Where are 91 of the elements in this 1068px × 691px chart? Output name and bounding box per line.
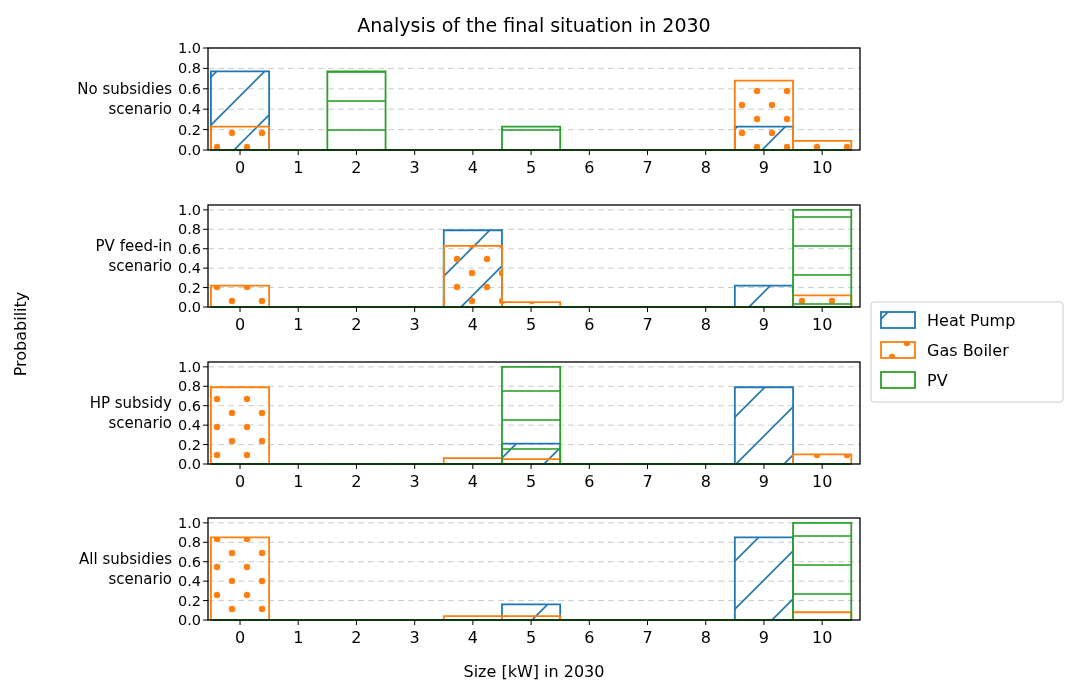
x-tick-label: 4 [467, 315, 478, 334]
x-tick-label: 8 [700, 628, 711, 647]
x-tick-label: 9 [758, 158, 770, 177]
y-tick-label: 0.2 [177, 592, 201, 609]
bar [210, 284, 271, 308]
x-tick-label: 9 [758, 472, 770, 491]
y-tick-label: 0.6 [177, 553, 201, 570]
x-tick-label: 1 [293, 315, 304, 334]
x-tick-label: 5 [526, 158, 537, 177]
x-tick-label: 9 [758, 315, 770, 334]
y-axis-title: All subsidies scenario [79, 550, 173, 588]
y-tick-label: 0.8 [177, 378, 201, 395]
chart-title: Analysis of the final situation in 2030 [357, 14, 711, 36]
bar [792, 208, 853, 308]
x-tick-label: 6 [584, 472, 595, 491]
y-tick-label: 0.6 [177, 80, 201, 97]
x-tick-label: 2 [351, 158, 362, 177]
y-tick-label: 1.0 [177, 514, 201, 531]
x-tick-label: 1 [293, 628, 304, 647]
x-tick-label: 3 [409, 472, 420, 491]
x-tick-label: 2 [351, 472, 362, 491]
x-axis-title: Size [kW] in 2030 [463, 662, 605, 681]
x-tick-label: 6 [584, 315, 595, 334]
y-tick-label: 0.0 [177, 299, 201, 316]
bar [733, 284, 794, 308]
bar [733, 536, 794, 621]
y-axis-title: HP subsidy scenario [89, 394, 173, 432]
bar [792, 453, 853, 465]
y-tick-label: 0.8 [177, 221, 201, 238]
x-tick-label: 4 [467, 158, 478, 177]
y-tick-label: 0.4 [177, 417, 201, 434]
y-tick-label: 0.6 [177, 397, 201, 414]
x-tick-label: 5 [526, 315, 537, 334]
text: Probability [11, 291, 30, 377]
y-tick-label: 0.2 [177, 436, 201, 453]
bar [792, 521, 853, 621]
y-tick-label: 1.0 [177, 40, 201, 57]
y-axis-title: PV feed-in scenario [95, 237, 172, 275]
legend-label: Heat Pump [927, 310, 1016, 330]
x-tick-label: 5 [526, 472, 537, 491]
x-tick-label: 3 [409, 158, 420, 177]
y-tick-label: 0.8 [177, 534, 201, 551]
x-tick-label: 6 [584, 158, 595, 177]
y-tick-label: 0.4 [177, 260, 201, 277]
x-tick-label: 8 [700, 158, 711, 177]
x-tick-label: 7 [642, 315, 653, 334]
y-tick-label: 0.2 [177, 279, 201, 296]
legend-label: PV [927, 370, 948, 390]
y-tick-label: 1.0 [177, 358, 201, 375]
x-tick-label: 9 [758, 628, 770, 647]
x-tick-label: 8 [700, 472, 711, 491]
x-tick-label: 8 [700, 315, 711, 334]
bar [210, 386, 271, 465]
legend-label: Gas Boiler [927, 340, 1010, 360]
y-tick-label: 0.4 [177, 573, 201, 590]
x-tick-label: 5 [526, 628, 537, 647]
y-tick-label: 0.0 [177, 456, 201, 473]
x-tick-label: 2 [351, 628, 362, 647]
y-tick-label: 0.6 [177, 240, 201, 257]
x-tick-label: 0 [234, 158, 246, 177]
x-tick-label: 1 [293, 472, 304, 491]
x-tick-label: 10 [811, 472, 833, 491]
x-tick-label: 10 [811, 158, 833, 177]
x-tick-label: 4 [467, 472, 478, 491]
y-tick-label: 0.0 [177, 142, 201, 159]
y-tick-label: 0.4 [177, 101, 201, 118]
y-tick-label: 0.2 [177, 121, 201, 138]
bar [210, 536, 271, 621]
x-tick-label: 7 [642, 158, 653, 177]
x-tick-label: 7 [642, 628, 653, 647]
bar [326, 70, 387, 151]
y-tick-label: 0.8 [177, 60, 201, 77]
y-axis-title: No subsidies scenario [77, 80, 173, 118]
x-tick-label: 0 [234, 315, 246, 334]
x-tick-label: 0 [234, 628, 246, 647]
bar [210, 125, 271, 151]
x-tick-label: 3 [409, 628, 420, 647]
x-tick-label: 6 [584, 628, 595, 647]
bar [501, 365, 562, 465]
bar [501, 125, 562, 151]
x-tick-label: 10 [811, 628, 833, 647]
x-tick-label: 0 [234, 472, 246, 491]
x-tick-label: 10 [811, 315, 833, 334]
x-tick-label: 3 [409, 315, 420, 334]
bar [733, 386, 794, 465]
x-tick-label: 1 [293, 158, 304, 177]
x-tick-label: 7 [642, 472, 653, 491]
y-tick-label: 0.0 [177, 612, 201, 629]
x-tick-label: 2 [351, 315, 362, 334]
y-tick-label: 1.0 [177, 201, 201, 218]
x-tick-label: 4 [467, 628, 478, 647]
